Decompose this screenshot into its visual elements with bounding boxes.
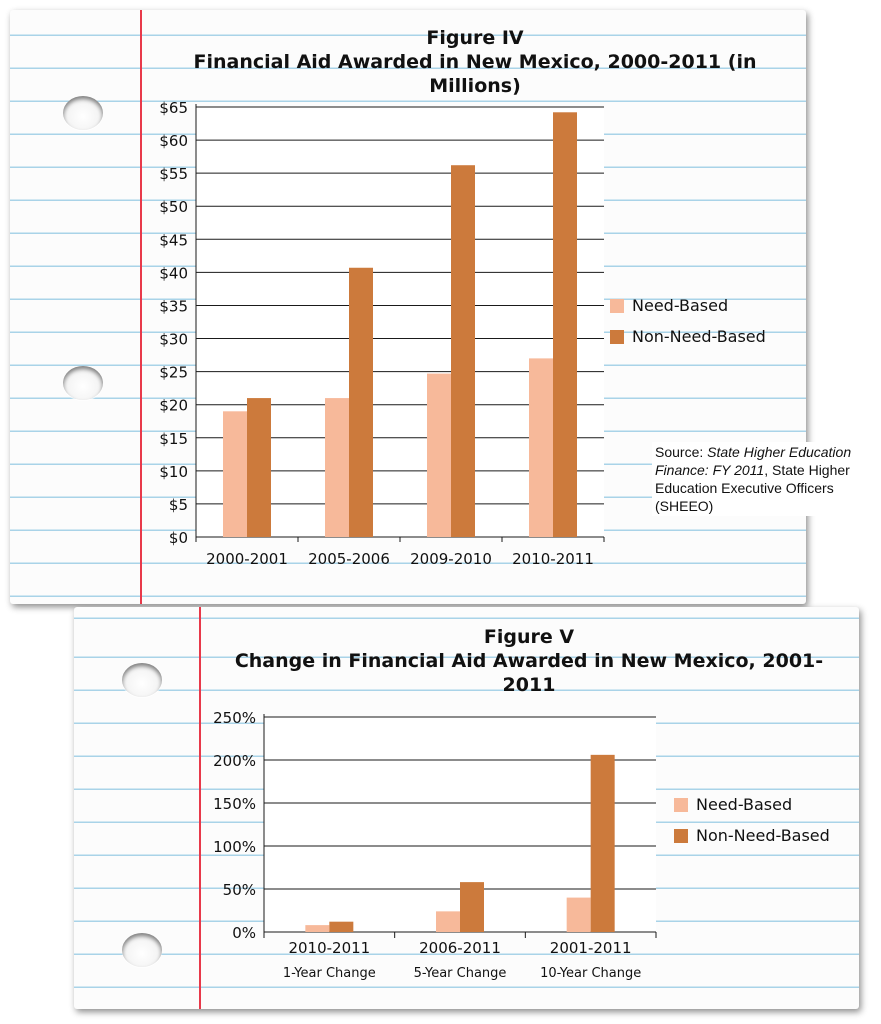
y-tick-label: 150% <box>213 795 256 813</box>
figure-v-title-line1: Figure V <box>483 626 575 648</box>
punch-hole <box>122 933 162 967</box>
y-tick-label: 250% <box>213 709 256 727</box>
bar-non-need-based <box>590 754 615 932</box>
y-tick-label: $5 <box>169 496 188 514</box>
legend-swatch-need-based <box>610 298 624 313</box>
y-tick-label: $50 <box>159 198 188 216</box>
y-tick-label: $10 <box>159 463 188 481</box>
y-tick-label: 200% <box>213 752 256 770</box>
punch-hole <box>122 663 162 697</box>
y-tick-label: $25 <box>159 364 188 382</box>
legend-swatch-non-need-based <box>610 329 624 344</box>
figure-v-title-line2: Change in Financial Aid Awarded in New M… <box>234 650 824 696</box>
y-tick-label: $60 <box>159 132 188 150</box>
figure-v-title: Figure V Change in Financial Aid Awarded… <box>214 625 844 697</box>
bar-non-need-based <box>451 165 475 537</box>
y-tick-label: $15 <box>159 430 188 448</box>
y-tick-label: $35 <box>159 297 188 315</box>
legend-item-need-based: Need-Based <box>674 789 830 820</box>
bar-need-based <box>325 398 349 537</box>
x-tick-label: 2010-2011 <box>512 550 594 568</box>
legend-swatch-need-based <box>674 797 688 812</box>
y-tick-label: 0% <box>232 924 256 942</box>
y-tick-label: $65 <box>159 99 188 117</box>
figure-iv-legend: Need-Based Non-Need-Based <box>610 290 766 352</box>
margin-line <box>199 607 201 1009</box>
x-tick-label: 2009-2010 <box>410 550 492 568</box>
bar-need-based <box>529 358 553 537</box>
x-tick-label: 2010-2011 <box>288 939 370 957</box>
legend-item-non-need-based: Non-Need-Based <box>674 820 830 851</box>
bar-need-based <box>566 897 591 932</box>
legend-item-need-based: Need-Based <box>610 290 766 321</box>
bar-non-need-based <box>247 398 271 537</box>
x-tick-sublabel: 5-Year Change <box>414 966 507 981</box>
y-tick-label: 50% <box>223 881 256 899</box>
legend-label-non-need-based: Non-Need-Based <box>632 327 766 346</box>
punch-hole <box>63 96 103 130</box>
bar-non-need-based <box>553 112 577 538</box>
figure-v-legend: Need-Based Non-Need-Based <box>674 789 830 851</box>
source-note: Source: State Higher Education Finance: … <box>652 442 881 516</box>
x-tick-label: 2000-2001 <box>206 550 288 568</box>
x-tick-sublabel: 1-Year Change <box>283 966 376 981</box>
legend-label-non-need-based: Non-Need-Based <box>696 826 830 845</box>
figure-iv-card: Figure IV Financial Aid Awarded in New M… <box>10 10 881 604</box>
legend-label-need-based: Need-Based <box>632 296 729 315</box>
x-tick-label: 2006-2011 <box>419 939 501 957</box>
legend-swatch-non-need-based <box>674 828 688 843</box>
source-publisher: , State Higher Education Executive Offic… <box>655 462 850 514</box>
legend-label-need-based: Need-Based <box>696 795 793 814</box>
y-tick-label: 100% <box>213 838 256 856</box>
bar-need-based <box>436 911 460 932</box>
margin-line <box>140 10 142 604</box>
bar-non-need-based <box>349 267 373 537</box>
y-tick-label: $30 <box>159 331 188 349</box>
figure-iv-title-line2: Financial Aid Awarded in New Mexico, 200… <box>193 51 757 97</box>
figure-v-card: Figure V Change in Financial Aid Awarded… <box>74 607 859 1009</box>
bar-need-based <box>223 411 247 537</box>
x-tick-label: 2001-2011 <box>550 939 632 957</box>
source-label: Source: <box>655 444 708 460</box>
punch-hole <box>63 366 103 400</box>
y-tick-label: $55 <box>159 165 188 183</box>
y-tick-label: $0 <box>169 529 188 547</box>
x-tick-sublabel: 10-Year Change <box>540 966 641 981</box>
figure-iv-chart: $0 $5 $10 $15 $20 $25 $30 $35 $40 $45 $50 $55 $60 $65… <box>159 99 605 568</box>
figure-v-chart: 0% 50% 100% 150% 200% 250% 2010-2011 1-Year Cha… <box>213 709 657 981</box>
x-tick-label: 2005-2006 <box>308 550 390 568</box>
bar-non-need-based <box>329 921 354 932</box>
bar-non-need-based <box>460 882 484 932</box>
y-tick-label: $45 <box>159 231 188 249</box>
figure-iv-title: Figure IV Financial Aid Awarded in New M… <box>150 26 800 98</box>
figure-iv-title-line1: Figure IV <box>426 27 524 49</box>
bar-need-based <box>305 925 330 932</box>
bar-need-based <box>427 373 451 537</box>
y-tick-label: $20 <box>159 397 188 415</box>
source-title: State Higher Education Finance: FY 2011 <box>655 444 852 478</box>
legend-item-non-need-based: Non-Need-Based <box>610 321 766 352</box>
y-tick-label: $40 <box>159 264 188 282</box>
